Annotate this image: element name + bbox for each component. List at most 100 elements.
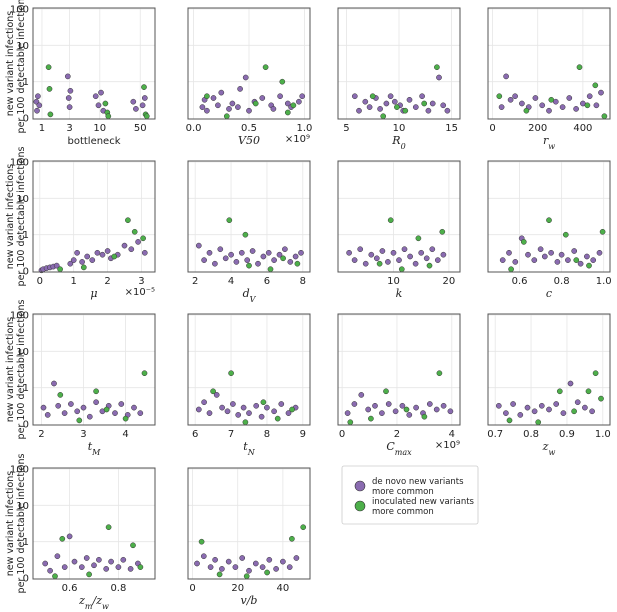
- point-de-novo: [383, 100, 390, 107]
- point-de-novo: [372, 402, 378, 409]
- point-de-novo: [255, 260, 261, 267]
- subplot-13: 0.6 0.8 0 1 10 100 zm/zw: [10, 465, 156, 611]
- point-de-novo: [387, 93, 394, 100]
- x-tick-label: 1.0: [595, 429, 611, 440]
- x-axis-label: k: [396, 287, 403, 300]
- point-de-novo: [94, 249, 101, 256]
- y-tick-label: 0: [23, 574, 29, 585]
- point-de-novo: [246, 107, 252, 114]
- point-de-novo: [200, 553, 207, 560]
- x-tick-label: 6: [264, 276, 270, 287]
- point-de-novo: [61, 564, 68, 570]
- point-inoculated: [421, 100, 428, 107]
- point-de-novo: [558, 251, 565, 258]
- point-de-novo: [54, 553, 61, 560]
- point-de-novo: [567, 380, 574, 387]
- point-de-novo: [137, 410, 144, 416]
- x-tick-label: 2: [192, 276, 198, 287]
- point-de-novo: [270, 106, 277, 112]
- point-inoculated: [105, 524, 112, 531]
- point-inoculated: [86, 571, 92, 578]
- point-de-novo: [284, 100, 291, 107]
- subplot-frame: [187, 467, 311, 580]
- point-inoculated: [57, 266, 63, 273]
- x-axis-label: v/b: [241, 594, 258, 607]
- point-de-novo: [346, 249, 352, 256]
- point-de-novo: [232, 564, 239, 570]
- point-de-novo: [36, 102, 43, 109]
- point-de-novo: [51, 380, 57, 387]
- point-de-novo: [128, 246, 135, 253]
- point-de-novo: [590, 257, 597, 263]
- point-de-novo: [68, 401, 74, 407]
- point-de-novo: [212, 556, 218, 563]
- row-y-labels: new variant infectionsper 100 detectable…: [5, 0, 27, 593]
- point-de-novo: [277, 93, 283, 100]
- point-inoculated: [264, 569, 270, 576]
- point-inoculated: [592, 370, 599, 377]
- point-de-novo: [447, 408, 454, 415]
- point-inoculated: [586, 262, 592, 269]
- subplot-frame: [187, 7, 311, 120]
- subplot-frame: [337, 160, 461, 273]
- point-de-novo: [566, 95, 573, 101]
- legend-entry-de-novo-line2: more common: [372, 487, 434, 497]
- point-inoculated: [274, 415, 281, 422]
- point-de-novo: [133, 106, 139, 112]
- point-de-novo: [55, 402, 62, 409]
- point-inoculated: [421, 413, 428, 420]
- y-tick-label: 1: [23, 230, 29, 241]
- point-de-novo: [368, 251, 375, 258]
- point-de-novo: [440, 251, 447, 258]
- point-inoculated: [585, 388, 592, 395]
- point-inoculated: [105, 113, 112, 120]
- y-tick-label: 10: [16, 194, 29, 205]
- x-axis-multiplier: ×10⁹: [435, 440, 460, 451]
- point-de-novo: [112, 410, 118, 416]
- point-de-novo: [407, 253, 413, 260]
- x-tick-label: 1: [70, 276, 76, 287]
- subplot-frame: [337, 7, 461, 120]
- point-de-novo: [399, 402, 406, 409]
- point-inoculated: [289, 535, 295, 542]
- point-inoculated: [267, 266, 274, 273]
- point-de-novo: [91, 562, 97, 569]
- point-de-novo: [98, 89, 104, 96]
- x-tick-label: 4: [228, 276, 234, 287]
- point-de-novo: [89, 257, 96, 263]
- x-tick-label: 2: [394, 429, 400, 440]
- x-axis-label: dV: [243, 287, 257, 304]
- point-de-novo: [525, 251, 531, 258]
- x-tick-label: 7: [228, 429, 234, 440]
- point-inoculated: [76, 417, 83, 424]
- y-tick-label: 10: [16, 347, 29, 358]
- point-inoculated: [290, 102, 297, 109]
- x-axis-label: zw: [542, 440, 556, 457]
- point-de-novo: [285, 410, 292, 416]
- x-tick-label: 20: [443, 276, 456, 287]
- point-de-novo: [195, 242, 202, 249]
- point-de-novo: [512, 259, 519, 265]
- point-de-novo: [390, 249, 397, 256]
- point-de-novo: [92, 93, 99, 100]
- point-de-novo: [356, 107, 362, 114]
- point-inoculated: [102, 100, 109, 107]
- x-axis-label: μ: [90, 287, 97, 300]
- point-de-novo: [235, 104, 241, 110]
- point-de-novo: [66, 104, 73, 110]
- y-axis-label-row-1: new variant infectionsper 100 detectable…: [5, 0, 27, 133]
- x-tick-label: 8: [300, 276, 306, 287]
- x-tick-label: 9: [300, 429, 306, 440]
- point-de-novo: [74, 408, 81, 415]
- point-de-novo: [507, 96, 514, 103]
- point-inoculated: [223, 113, 230, 120]
- point-de-novo: [296, 98, 302, 105]
- y-tick-label: 100: [10, 158, 29, 169]
- point-de-novo: [61, 410, 68, 416]
- point-de-novo: [396, 257, 402, 263]
- point-de-novo: [67, 260, 74, 267]
- point-inoculated: [130, 542, 136, 549]
- point-de-novo: [80, 404, 87, 411]
- x-tick-label: 4: [449, 429, 455, 440]
